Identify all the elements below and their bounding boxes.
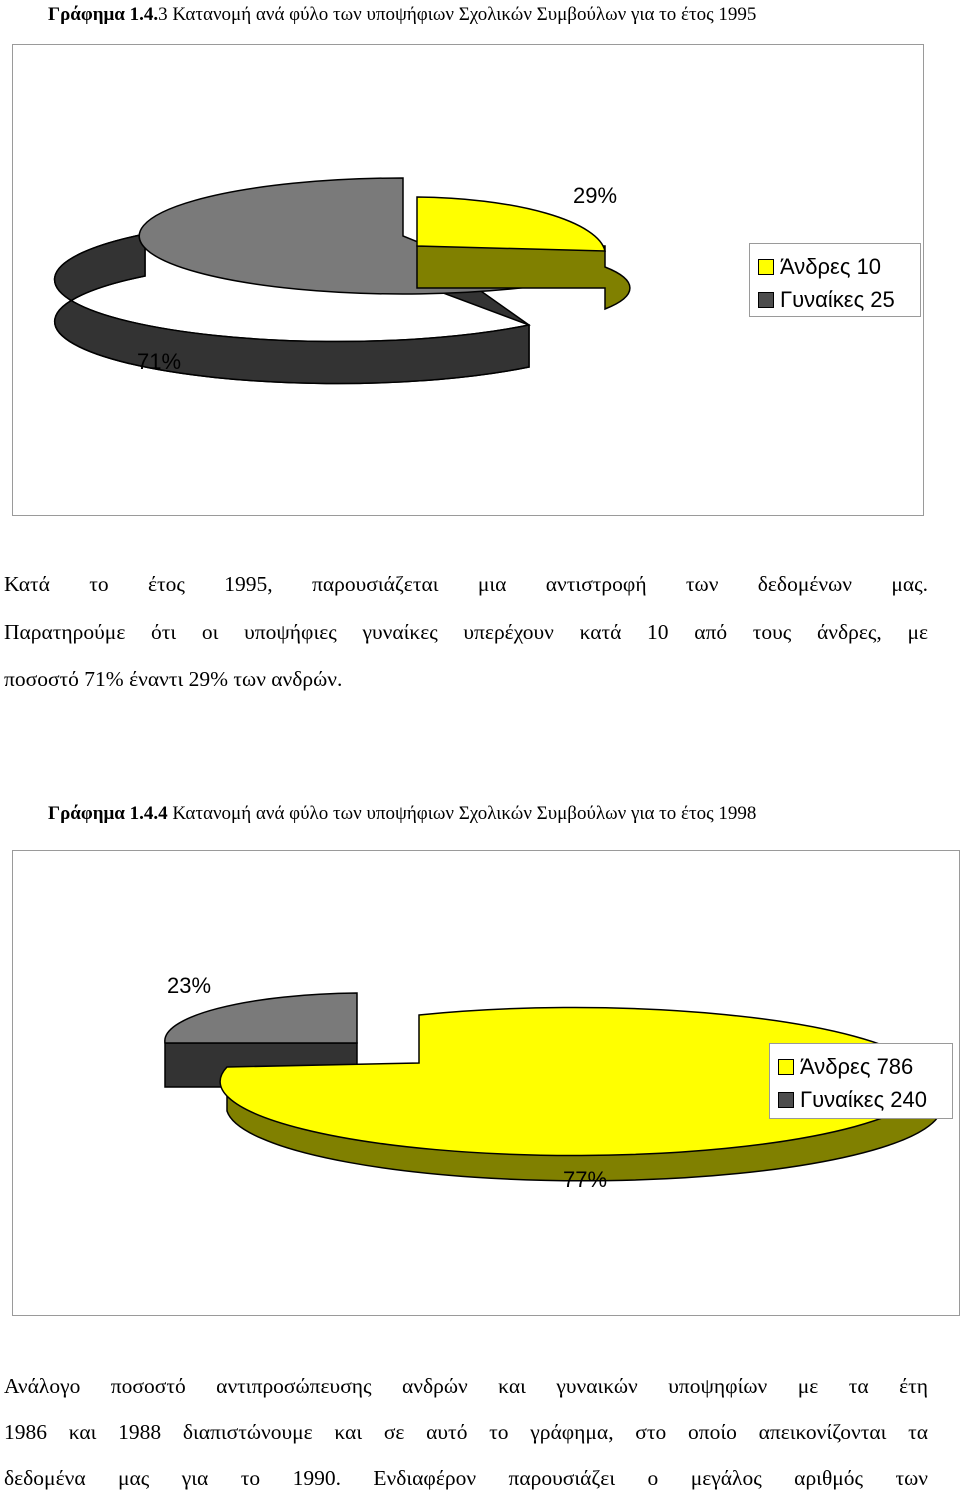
paragraph2-line3: δεδομένα μας για το 1990. Ενδιαφέρον παρ… — [4, 1466, 928, 1490]
paragraph2-line1: Ανάλογο ποσοστό αντιπροσώπευσης ανδρών κ… — [4, 1374, 928, 1398]
paragraph1-line1: Κατά το έτος 1995, παρουσιάζεται μια αντ… — [4, 572, 928, 596]
figure2-legend-women: Γυναίκες 240 — [778, 1083, 944, 1116]
paragraph1-line3: ποσοστό 71% έναντι 29% των ανδρών. — [4, 667, 343, 691]
figure1-chart: 29% 71% Άνδρες 10 Γυναίκες 25 — [12, 44, 924, 516]
figure2-caption-text: Κατανομή ανά φύλο των υποψήφιων Σχολικών… — [167, 803, 757, 824]
figure2-legend-men-label: Άνδρες 786 — [800, 1053, 914, 1079]
figure2-caption: Γράφημα 1.4.4 Κατανομή ανά φύλο των υποψ… — [48, 803, 756, 825]
figure1-legend-men: Άνδρες 10 — [758, 250, 912, 283]
paragraph1-line2: Παρατηρούμε ότι οι υποψήφιες γυναίκες υπ… — [4, 620, 928, 644]
figure1-pie — [53, 177, 631, 385]
figure1-slice-women-side-wall — [53, 233, 530, 385]
paragraph2-line2: 1986 και 1988 διαπιστώνουμε και σε αυτό … — [4, 1420, 928, 1444]
figure1-caption-text: 3 Κατανομή ανά φύλο των υποψήφιων Σχολικ… — [158, 4, 757, 25]
figure2-slice-women — [164, 992, 358, 1044]
figure1-legend-women: Γυναίκες 25 — [758, 283, 912, 316]
figure2-caption-label: Γράφημα 1.4.4 — [48, 803, 168, 824]
figure2-legend: Άνδρες 786 Γυναίκες 240 — [769, 1043, 953, 1119]
figure1-legend: Άνδρες 10 Γυναίκες 25 — [749, 243, 921, 317]
figure2-chart: 23% 77% Άνδρες 786 Γυναίκες 240 — [12, 850, 960, 1316]
legend-swatch-women — [778, 1091, 794, 1108]
legend-swatch-men — [778, 1058, 794, 1075]
figure1-legend-men-label: Άνδρες 10 — [780, 253, 882, 279]
figure2-legend-women-label: Γυναίκες 240 — [800, 1086, 927, 1112]
figure1-slice-men-side — [416, 245, 631, 311]
legend-swatch-men — [758, 258, 774, 275]
figure2-label-women-percent: 23% — [167, 973, 212, 998]
legend-swatch-women — [758, 291, 774, 308]
figure1-caption: Γράφημα 1.4.3 Κατανομή ανά φύλο των υποψ… — [48, 4, 756, 26]
figure2-legend-men: Άνδρες 786 — [778, 1050, 944, 1083]
figure1-label-women-percent: 71% — [137, 349, 182, 374]
figure2-slice-men — [219, 1006, 929, 1157]
figure1-label-men-percent: 29% — [573, 183, 618, 208]
figure1-legend-women-label: Γυναίκες 25 — [780, 286, 895, 312]
figure1-slice-men — [416, 196, 606, 252]
figure1-caption-label: Γράφημα 1.4. — [48, 4, 159, 25]
figure2-label-men-percent: 77% — [563, 1167, 608, 1192]
figure2-pie — [164, 992, 943, 1182]
